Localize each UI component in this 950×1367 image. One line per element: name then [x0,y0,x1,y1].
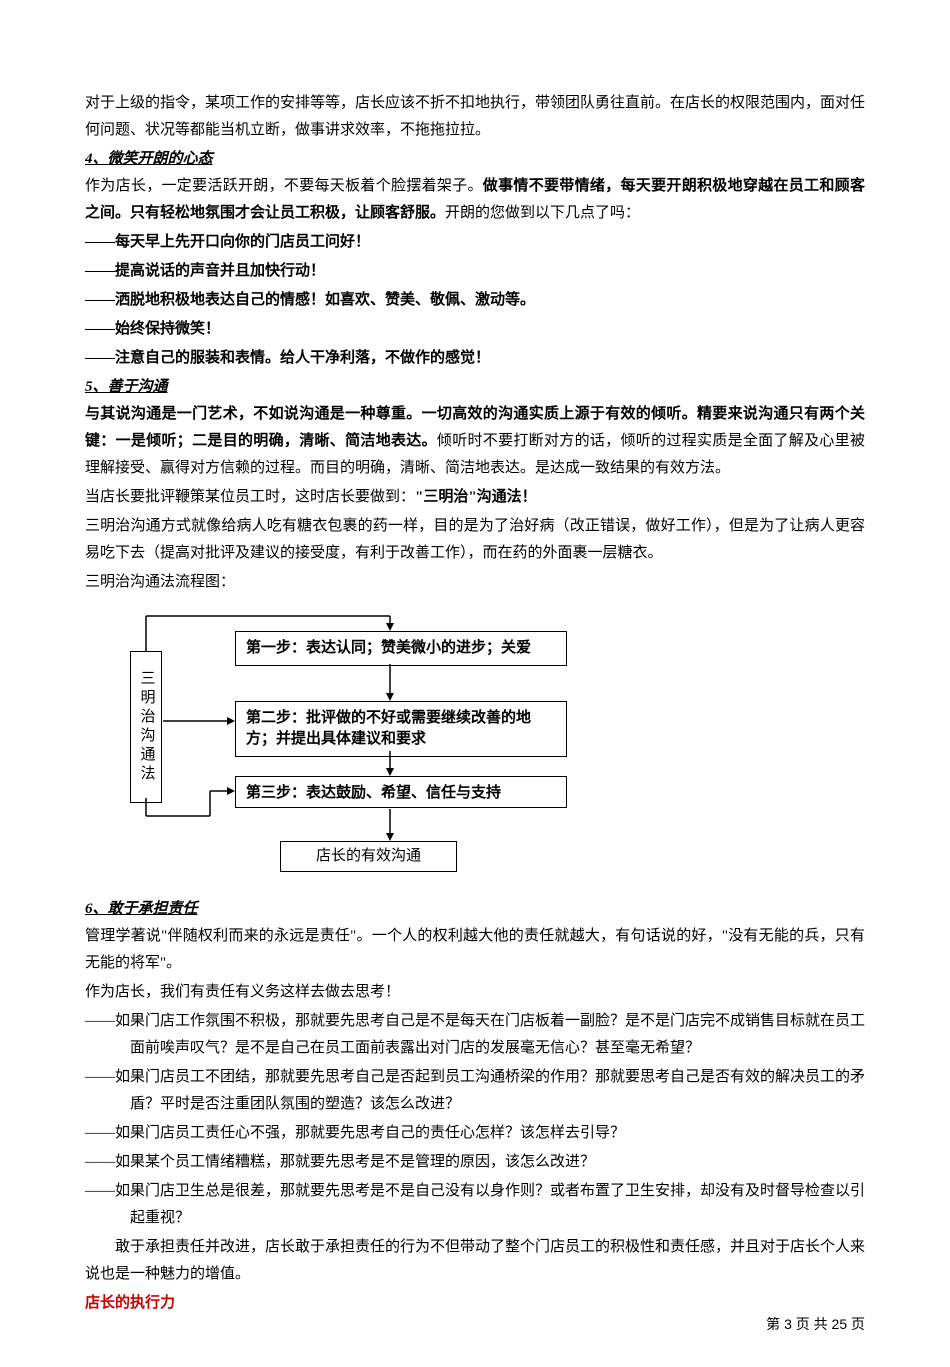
flowchart-step-2: 第二步：批评做的不好或需要继续改善的地方；并提出具体建议和要求 [235,701,567,757]
paragraph: 三明治沟通法流程图： [85,569,865,596]
heading-execution: 店长的执行力 [85,1290,865,1317]
flowchart: 三明治沟通法 第一步：表达认同；赞美微小的进步；关爱 第二步：批评做的不好或需要… [130,611,630,881]
heading-5: 5、善于沟通 [85,374,865,401]
list-item: ——如果某个员工情绪糟糕，那就要先思考是不是管理的原因，该怎么改进？ [130,1149,865,1176]
list-item: ——如果门店工作氛围不积极，那就要先思考自己是不是每天在门店板着一副脸？是不是门… [130,1008,865,1062]
page-footer: 第 3 页 共 25 页 [766,1312,865,1337]
flowchart-step-3: 第三步：表达鼓励、希望、信任与支持 [235,776,567,808]
list-item: ——提高说话的声音并且加快行动！ [85,258,865,285]
list-item: ——注意自己的服装和表情。给人干净利落，不做作的感觉！ [85,345,865,372]
list-item: ——每天早上先开口向你的门店员工问好！ [85,229,865,256]
list-item: ——如果门店员工不团结，那就要先思考自己是否起到员工沟通桥梁的作用？那就要思考自… [130,1064,865,1118]
list-item: ——始终保持微笑！ [85,316,865,343]
flowchart-side-label: 三明治沟通法 [130,651,162,803]
document-page: 对于上级的指令，某项工作的安排等等，店长应该不折不扣地执行，带领团队勇往直前。在… [0,0,950,1367]
flowchart-result: 店长的有效沟通 [280,841,457,872]
page-current: 3 [784,1316,792,1332]
paragraph: 敢于承担责任并改进，店长敢于承担责任的行为不但带动了整个门店员工的积极性和责任感… [85,1234,865,1288]
text: 开朗的您做到以下几点了吗： [445,205,640,221]
paragraph: 三明治沟通方式就像给病人吃有糖衣包裹的药一样，目的是为了治好病（改正错误，做好工… [85,513,865,567]
page-total: 25 [832,1316,848,1332]
heading-6: 6、敢于承担责任 [85,896,865,923]
list-item: ——如果门店卫生总是很差，那就要先思考是不是自己没有以身作则？或者布置了卫生安排… [130,1178,865,1232]
text-bold: "三明治"沟通法！ [415,489,537,505]
paragraph: 作为店长，一定要活跃开朗，不要每天板着个脸摆着架子。做事情不要带情绪，每天要开朗… [85,173,865,227]
paragraph: 对于上级的指令，某项工作的安排等等，店长应该不折不扣地执行，带领团队勇往直前。在… [85,90,865,144]
list-item: ——如果门店员工责任心不强，那就要先思考自己的责任心怎样？该怎样去引导？ [130,1120,865,1147]
text: 作为店长，一定要活跃开朗，不要每天板着个脸摆着架子。 [85,178,483,194]
paragraph: 管理学著说"伴随权利而来的永远是责任"。一个人的权利越大他的责任就越大，有句话说… [85,923,865,977]
flowchart-step-1: 第一步：表达认同；赞美微小的进步；关爱 [235,631,567,666]
paragraph: 与其说沟通是一门艺术，不如说沟通是一种尊重。一切高效的沟通实质上源于有效的倾听。… [85,401,865,482]
text: 当店长要批评鞭策某位员工时，这时店长要做到： [85,489,415,505]
heading-4: 4、微笑开朗的心态 [85,146,865,173]
paragraph: 当店长要批评鞭策某位员工时，这时店长要做到："三明治"沟通法！ [85,484,865,511]
paragraph: 作为店长，我们有责任有义务这样去做去思考！ [85,979,865,1006]
list-item: ——洒脱地积极地表达自己的情感！如喜欢、赞美、敬佩、激动等。 [85,287,865,314]
